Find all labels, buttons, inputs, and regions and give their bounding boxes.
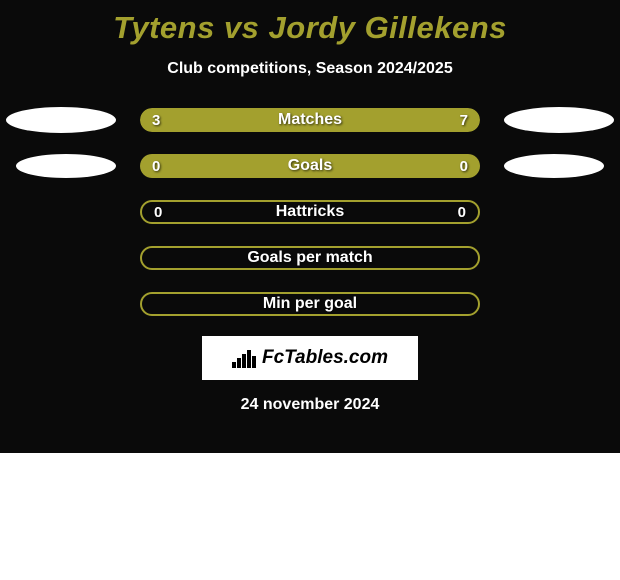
stat-row: Goals per match <box>0 246 620 270</box>
player-left-ellipse <box>16 154 116 178</box>
stat-bar: Goals per match <box>140 246 480 270</box>
logo-box: FcTables.com <box>202 336 418 380</box>
stat-value-left: 0 <box>152 154 160 178</box>
stat-row: 0 0Goals <box>0 154 620 178</box>
stat-label: Hattricks <box>142 202 478 222</box>
stat-row: 0 0Hattricks <box>0 200 620 224</box>
stat-value-left: 3 <box>152 108 160 132</box>
stat-rows: 37Matches00Goals00HattricksGoals per mat… <box>0 108 620 316</box>
player-left-ellipse <box>6 107 116 133</box>
stat-bar: Min per goal <box>140 292 480 316</box>
stat-label: Goals per match <box>142 248 478 268</box>
player-right-ellipse <box>504 107 614 133</box>
stat-row: Min per goal <box>0 292 620 316</box>
fill-right <box>242 108 480 132</box>
player-right-ellipse <box>504 154 604 178</box>
stat-value-left: 0 <box>154 202 162 222</box>
stat-value-right: 0 <box>460 154 468 178</box>
date-label: 24 november 2024 <box>241 396 380 414</box>
stat-bar: 0 0Goals <box>140 154 480 178</box>
stat-row: 37Matches <box>0 108 620 132</box>
logo-text: FcTables.com <box>262 347 388 369</box>
stat-value-right: 7 <box>460 108 468 132</box>
stat-value-right: 0 <box>458 202 466 222</box>
logo: FcTables.com <box>232 347 388 369</box>
stat-bar: 0 0Hattricks <box>140 200 480 224</box>
stat-label: Goals <box>140 154 480 178</box>
stat-bar: 37Matches <box>140 108 480 132</box>
stat-label: Min per goal <box>142 294 478 314</box>
page-title: Tytens vs Jordy Gillekens <box>113 10 507 46</box>
subtitle: Club competitions, Season 2024/2025 <box>167 60 452 78</box>
logo-bars-icon <box>232 348 258 368</box>
comparison-card: Tytens vs Jordy Gillekens Club competiti… <box>0 0 620 453</box>
